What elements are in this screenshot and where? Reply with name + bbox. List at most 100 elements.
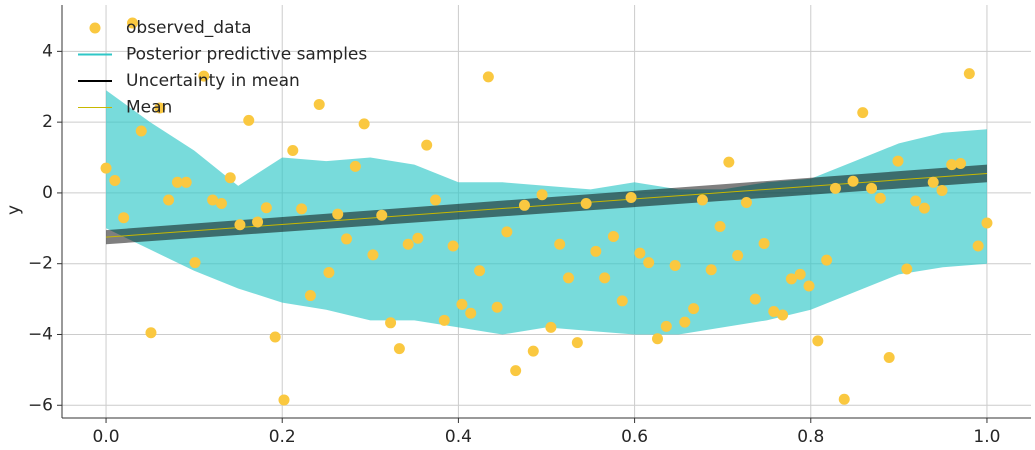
data-point [660, 320, 672, 332]
data-point [901, 263, 913, 275]
data-point [768, 305, 780, 317]
data-point [135, 125, 147, 137]
legend-marker [89, 22, 101, 34]
data-point [803, 280, 815, 292]
data-point [260, 202, 272, 214]
data-point [829, 182, 841, 194]
data-point [688, 303, 700, 315]
data-point [625, 192, 637, 204]
data-point [296, 203, 308, 215]
data-point [616, 295, 628, 307]
data-point [412, 232, 424, 244]
data-point [936, 184, 948, 196]
data-point [847, 175, 859, 187]
data-point [732, 250, 744, 262]
data-point [447, 240, 459, 252]
data-point [777, 309, 789, 321]
data-point [421, 139, 433, 151]
data-point [669, 259, 681, 271]
data-point [224, 172, 236, 184]
data-point [198, 70, 210, 82]
data-point [438, 314, 450, 326]
data-point [109, 175, 121, 187]
data-point [634, 247, 646, 259]
data-point [393, 343, 405, 355]
y-tick-label: −4 [28, 324, 53, 344]
data-point [491, 301, 503, 313]
data-point [918, 202, 930, 214]
data-point [955, 158, 967, 170]
data-point [482, 71, 494, 83]
data-point [599, 272, 611, 284]
x-tick-label: 1.0 [973, 427, 1000, 447]
data-point [794, 268, 806, 280]
mean-line [106, 172, 987, 238]
data-point [269, 331, 281, 343]
x-tick-label: 0.6 [621, 427, 648, 447]
data-point [402, 238, 414, 250]
data-point [118, 212, 130, 224]
data-point [100, 162, 112, 174]
data-point [313, 98, 325, 110]
data-point [723, 156, 735, 168]
data-point [866, 182, 878, 194]
data-point [679, 316, 691, 328]
data-point [207, 194, 219, 206]
legend-label: Posterior predictive samples [126, 45, 367, 65]
data-point [323, 267, 335, 279]
legend-label: Uncertainty in mean [126, 71, 300, 91]
data-point [946, 159, 958, 171]
data-point [536, 189, 548, 201]
data-point [332, 208, 344, 220]
data-point [501, 226, 513, 238]
data-point [474, 265, 486, 277]
data-point [278, 394, 290, 406]
y-axis-label: y [4, 205, 24, 215]
data-point [714, 221, 726, 233]
data-point [580, 198, 592, 210]
data-point [545, 321, 557, 333]
data-point [430, 194, 442, 206]
y-tick-label: 2 [42, 112, 53, 132]
data-point [163, 194, 175, 206]
data-point [376, 209, 388, 221]
data-point [341, 233, 353, 245]
data-point [234, 219, 246, 231]
data-point [696, 194, 708, 206]
data-point [358, 118, 370, 130]
data-point [749, 293, 761, 305]
data-point [981, 217, 993, 229]
data-point [465, 307, 477, 319]
data-point [785, 273, 797, 285]
data-point [180, 176, 192, 188]
legend-label: observed_data [126, 18, 252, 38]
data-point [838, 393, 850, 405]
data-point [287, 144, 299, 156]
data-point [590, 245, 602, 257]
data-point [607, 230, 619, 242]
data-point [367, 249, 379, 261]
data-point [527, 345, 539, 357]
data-point [651, 333, 663, 345]
data-point [740, 196, 752, 208]
data-point [972, 240, 984, 252]
data-point [154, 102, 166, 114]
data-point [385, 317, 397, 329]
data-point [554, 238, 566, 250]
x-tick-label: 0.0 [93, 427, 120, 447]
data-point [892, 155, 904, 167]
data-point [705, 264, 717, 276]
data-point [857, 107, 869, 119]
y-tick-label: 0 [42, 183, 53, 203]
data-point [643, 257, 655, 269]
data-point [145, 327, 157, 339]
y-tick-label: 4 [42, 41, 53, 61]
data-point [252, 216, 264, 228]
data-point [758, 238, 770, 250]
x-tick-label: 0.2 [269, 427, 296, 447]
x-tick-label: 0.8 [797, 427, 824, 447]
data-point [518, 199, 530, 211]
data-point [874, 192, 886, 204]
band [106, 164, 987, 245]
